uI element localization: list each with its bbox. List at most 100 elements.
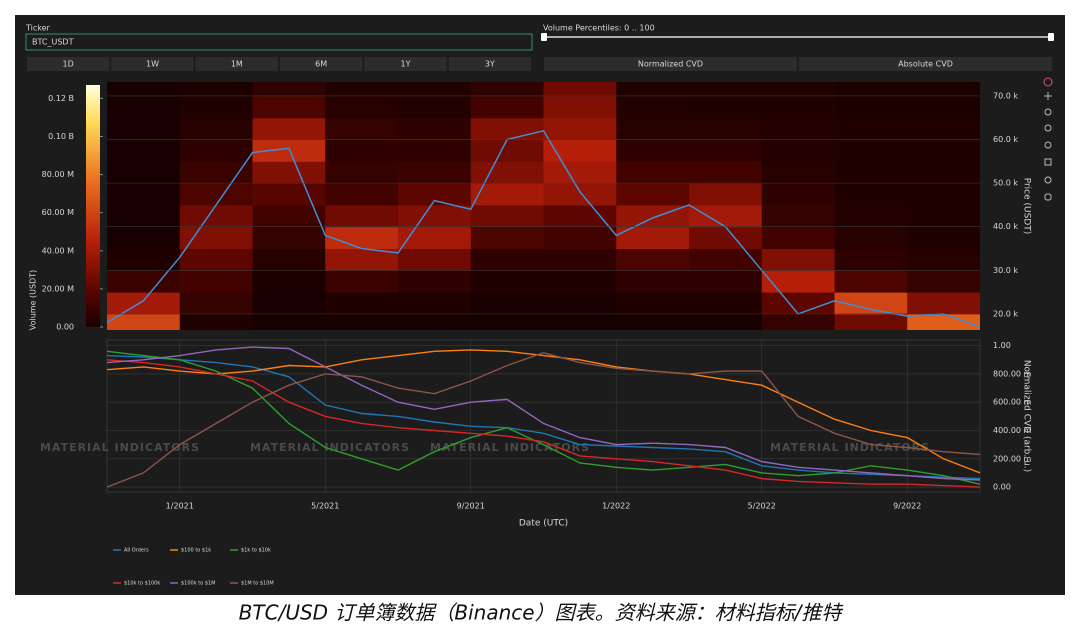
heat-cell [616,292,690,315]
heat-cell [543,95,617,119]
heat-cell [761,139,835,162]
y-tick-label: 200.00 m [993,454,1032,463]
tool-zoom[interactable] [1044,108,1052,116]
heat-cell [179,248,253,271]
heat-cell [689,183,763,206]
heat-cell [325,204,399,228]
range-button[interactable] [364,57,447,71]
heat-cell [616,117,690,141]
range-label: 1M [231,60,243,69]
heat-cell [907,183,980,206]
slider-handle[interactable] [541,33,547,41]
heat-cell [107,117,181,141]
tool-hover[interactable] [1044,176,1052,184]
heat-cell [470,82,544,97]
heat-cell [834,183,908,206]
heat-cell [325,248,399,271]
heat-cell [179,139,253,162]
heat-cell [907,204,980,228]
tool-reset[interactable] [1044,141,1052,149]
range-button[interactable] [27,57,110,71]
mode-label: Normalized CVD [638,60,703,69]
heat-cell [834,226,908,249]
heat-cell [761,183,835,206]
range-button[interactable] [195,57,278,71]
range-label: 3Y [485,60,495,69]
y-tick-label: 30.0 k [993,266,1018,275]
y-tick-label: 600.00 m [993,398,1032,407]
heat-cell [761,204,835,228]
heat-cell [398,292,472,315]
tool-spike[interactable] [1044,193,1052,201]
tool-pan[interactable] [1044,92,1052,100]
tool-select[interactable] [1044,124,1052,132]
heat-cell [907,226,980,249]
heat-cell [252,117,326,141]
cvd-line [107,349,980,474]
cvd-lines [107,346,980,488]
watermark: MATERIAL INDICATORS [250,441,410,454]
heat-cell [543,82,617,97]
heat-cell [907,139,980,162]
ticker-input[interactable] [25,33,533,51]
mode-label: Absolute CVD [898,60,953,69]
tool-logo[interactable] [1043,77,1053,87]
y-axis-title: Price (USDT) [1022,178,1032,235]
heat-cell [761,313,835,330]
heat-cell [252,313,326,330]
x-tick-label: 5/2022 [748,502,776,511]
legend-label: All Orders [124,548,149,554]
heat-cell [470,270,544,293]
legend-label: $10k to $100k [124,581,160,587]
heat-cell [543,117,617,141]
mode-button[interactable] [799,57,1052,71]
heat-cell [252,270,326,293]
y-tick-label: 800.00 m [993,369,1032,378]
slider-handle[interactable] [1048,33,1054,41]
watermark: MATERIAL INDICATORS [770,441,930,454]
colorbar-tick-label: 40.00 M [42,246,74,255]
heat-cell [907,292,980,315]
range-button[interactable] [280,57,363,71]
heat-cell [252,161,326,184]
heat-cell [398,204,472,228]
heat-cell [543,292,617,315]
range-button[interactable] [111,57,194,71]
toolbar [1043,77,1053,201]
heat-cell [689,95,763,119]
heat-cell [761,161,835,184]
heat-cell [325,270,399,293]
heat-cell [325,183,399,206]
range-button[interactable] [448,57,531,71]
heat-cell [689,226,763,249]
heat-cell [470,204,544,228]
heat-cell [834,270,908,293]
heat-cell [398,248,472,271]
heat-cell [252,82,326,97]
y-tick-label: 70.0 k [993,91,1018,100]
tool-save[interactable] [1044,158,1052,166]
heat-cell [398,82,472,97]
heat-cell [761,95,835,119]
heat-cell [616,313,690,330]
heat-cell [689,313,763,330]
heat-cell [179,292,253,315]
heat-cell [689,139,763,162]
heat-cell [543,270,617,293]
range-label: 1Y [401,60,411,69]
mode-button[interactable] [544,57,797,71]
heat-cell [179,313,253,330]
heat-cell [398,139,472,162]
cvd-line [107,350,980,485]
colorbar-tick-label: 0.12 B [48,94,74,103]
caption: BTC/USD 订单簿数据（Binance）图表。资料来源：材料指标/推特 [239,601,844,625]
heat-cell [470,139,544,162]
x-tick-label: 1/2021 [166,502,194,511]
heat-cell [179,95,253,119]
x-tick-label: 5/2021 [311,502,339,511]
y-tick-label: 1.00 [993,341,1011,350]
heat-cell [761,270,835,293]
x-tick-label: 9/2022 [893,502,921,511]
heat-cell [107,226,181,249]
